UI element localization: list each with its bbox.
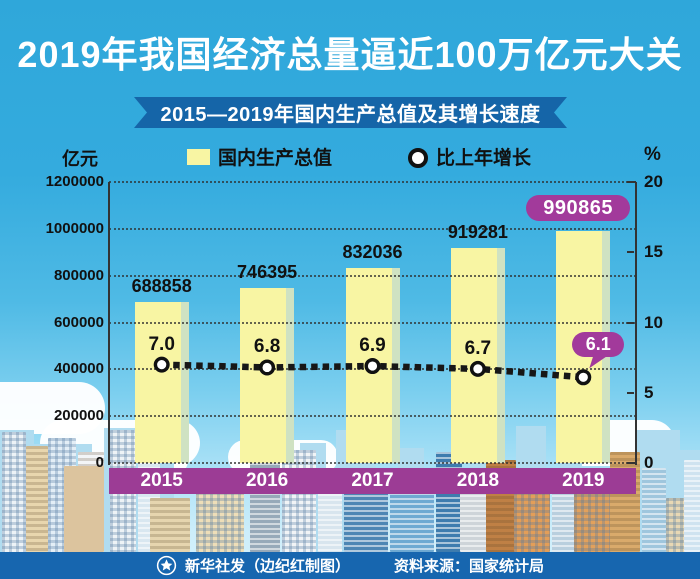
axis-tick (627, 462, 636, 464)
y-axis-label-left: 0 (95, 454, 104, 471)
growth-marker (364, 358, 381, 375)
y-axis-label-right: 15 (644, 242, 663, 262)
growth-line-marker-icon (408, 148, 428, 168)
bar-side-shade (496, 247, 505, 463)
x-axis-label: 2019 (562, 470, 605, 491)
x-axis-label: 2018 (456, 470, 500, 491)
subtitle-text: 2015—2019年国内生产总值及其增长速度 (160, 104, 541, 126)
building (642, 468, 666, 552)
legend-growth-label: 比上年增长 (436, 148, 532, 169)
growth-value-bubble: 6.1 (572, 332, 625, 358)
footer-source: 资料来源：国家统计局 (394, 558, 545, 575)
building (684, 460, 700, 552)
xinhua-logo-icon (156, 555, 177, 576)
y-axis-label-right: 5 (644, 382, 654, 402)
x-axis-label: 2017 (351, 470, 394, 491)
bar-value-badge: 990865 (526, 194, 631, 221)
y-axis-label-left: 1200000 (45, 173, 104, 190)
gdp-bar (134, 301, 181, 463)
growth-value-label: 6.8 (253, 336, 281, 358)
axis-tick (627, 181, 636, 183)
gridline (109, 274, 636, 277)
axis-tick (627, 321, 634, 324)
legend-gdp-label: 国内生产总值 (218, 148, 333, 169)
left-axis-line (108, 182, 110, 465)
building (344, 490, 388, 552)
axis-tick (627, 391, 634, 394)
gdp-bar-swatch-icon (187, 149, 210, 165)
y-axis-label-left: 1000000 (45, 219, 104, 237)
growth-value-label: 6.9 (359, 335, 386, 357)
gridline (109, 181, 636, 183)
bar-value-label: 832036 (342, 242, 403, 263)
bar-value-label: 919281 (447, 221, 508, 242)
left-axis-unit: 亿元 (62, 149, 98, 169)
growth-value-label: 7.0 (148, 333, 175, 355)
building (64, 466, 104, 552)
growth-line (153, 356, 592, 386)
building (610, 452, 640, 552)
building (26, 446, 48, 552)
y-axis-label-left: 800000 (53, 266, 104, 284)
gridline (109, 415, 636, 418)
axis-tick (627, 251, 634, 254)
gridline (109, 321, 636, 324)
y-axis-label-right: 20 (644, 172, 663, 191)
building (150, 498, 190, 552)
footer-credit: 新华社发（边纪红制图） (184, 558, 350, 575)
y-axis-label-right: 0 (644, 453, 654, 472)
growth-marker (575, 369, 592, 386)
bar-side-shade (180, 301, 189, 463)
growth-marker (153, 356, 170, 373)
right-axis-line (635, 182, 637, 465)
y-axis-label-left: 200000 (53, 407, 104, 425)
x-axis-label: 2016 (245, 470, 289, 491)
bar-value-label: 688858 (131, 275, 192, 296)
gridline (109, 462, 636, 464)
growth-marker (259, 359, 276, 376)
right-axis-unit: % (644, 144, 661, 165)
growth-value-label: 6.7 (464, 337, 492, 359)
building (436, 452, 462, 552)
bar-side-shade (286, 288, 295, 463)
building (282, 450, 316, 552)
y-axis-label-right: 10 (644, 312, 663, 332)
gdp-bar (240, 288, 287, 463)
page-title: 2019年我国经济总量逼近100万亿元大关 (17, 34, 683, 75)
subtitle-banner: 2015—2019年国内生产总值及其增长速度 (134, 97, 567, 128)
year-axis-band (109, 468, 636, 494)
gridline (109, 227, 636, 230)
y-axis-label-left: 400000 (53, 360, 104, 378)
x-axis-label: 2015 (140, 470, 183, 491)
gdp-bar (450, 247, 497, 463)
growth-marker (469, 360, 486, 377)
bar-value-label: 746395 (237, 262, 298, 283)
footer-bar: 新华社发（边纪红制图） 资料来源：国家统计局 (0, 552, 700, 579)
building (2, 432, 26, 552)
building (514, 486, 550, 552)
y-axis-label-left: 600000 (53, 313, 104, 331)
